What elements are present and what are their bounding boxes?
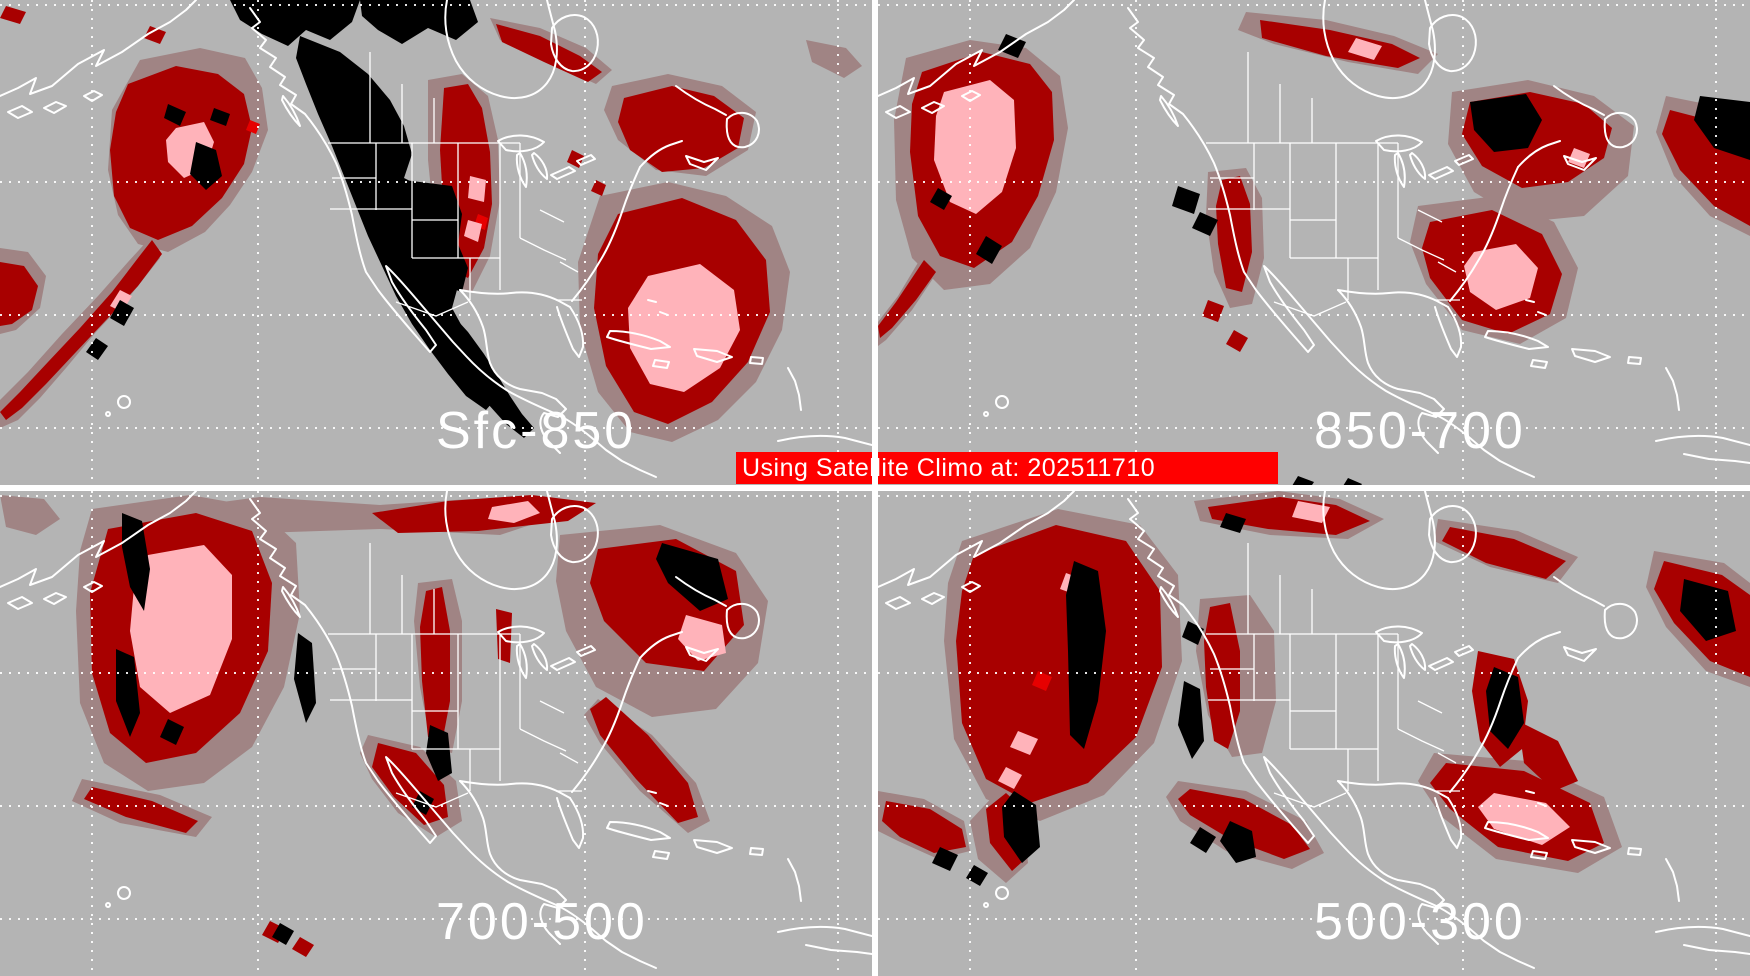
map-panel-500-300: 500-300 [878,491,1750,976]
layer-label-500-300: 500-300 [1314,893,1526,951]
map-panel-700-500: 700-500 [0,491,872,976]
cloud-cover-850-700 [878,12,1750,485]
cloud-cover-sfc-850 [0,0,862,442]
map-panel-sfc-850: Sfc-850 [0,0,872,485]
layer-label-700-500: 700-500 [436,893,648,951]
status-banner: Using Satellite Climo at: 202511710 [736,452,1278,484]
horizontal-panel-divider [0,485,1750,491]
map-panel-850-700: 850-700 [878,0,1750,485]
cloud-cover-700-500 [0,495,768,957]
layer-label-850-700: 850-700 [1314,402,1526,460]
cloud-cover-500-300 [878,491,1750,886]
layer-label-sfc-850: Sfc-850 [436,402,636,460]
